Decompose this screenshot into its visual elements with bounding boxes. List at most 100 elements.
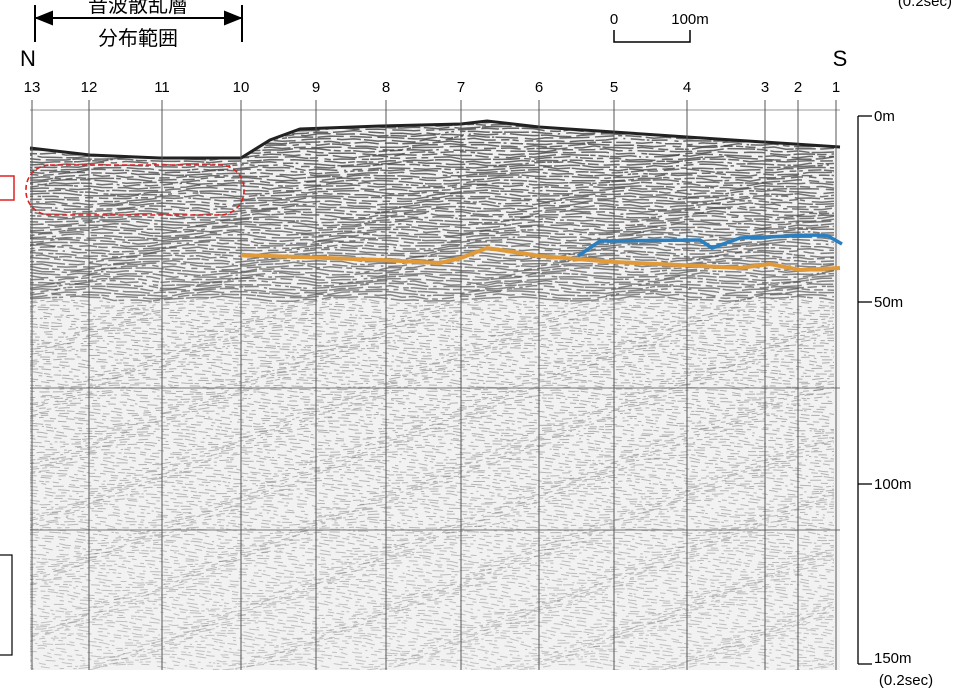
reflector xyxy=(30,525,835,535)
reflector xyxy=(30,574,835,584)
reflector xyxy=(30,636,835,648)
reflector xyxy=(30,240,835,248)
reflector xyxy=(30,652,834,663)
blue-horizon xyxy=(577,233,843,258)
reflector xyxy=(30,403,835,412)
scale-start: 0 xyxy=(610,11,618,28)
reflector xyxy=(30,266,835,274)
reflector xyxy=(30,610,835,622)
reflector xyxy=(30,375,835,384)
station-label: 7 xyxy=(457,79,465,96)
reflector xyxy=(30,171,835,177)
reflector xyxy=(30,181,835,188)
reflector xyxy=(30,420,835,428)
reflector xyxy=(30,233,835,240)
reflector xyxy=(30,572,835,582)
reflector xyxy=(30,388,835,397)
reflector xyxy=(30,424,835,433)
depth-label: 150m xyxy=(874,650,912,667)
reflector xyxy=(30,553,834,564)
reflector xyxy=(30,380,835,389)
reflector xyxy=(30,160,835,167)
reflector xyxy=(30,168,835,175)
reflector xyxy=(30,313,835,321)
reflector xyxy=(30,329,834,337)
reflector xyxy=(30,618,835,629)
reflector xyxy=(30,543,835,553)
reflector xyxy=(30,455,835,465)
reflector xyxy=(30,145,835,151)
reflector xyxy=(30,282,835,290)
reflector xyxy=(30,349,835,358)
reflector xyxy=(30,587,835,598)
reflector xyxy=(30,238,835,245)
reflector xyxy=(30,205,835,211)
reflector xyxy=(30,536,835,546)
reflector xyxy=(30,429,835,439)
reflector xyxy=(30,354,835,363)
reflector xyxy=(30,466,835,475)
station-label: 3 xyxy=(761,79,769,96)
reflector xyxy=(30,502,835,511)
reflector xyxy=(30,277,834,285)
reflector xyxy=(30,212,835,219)
reflector xyxy=(30,155,835,162)
reflector xyxy=(30,295,835,303)
reflector xyxy=(30,438,835,447)
reflector xyxy=(30,582,835,593)
reflector xyxy=(30,412,835,420)
reflector xyxy=(30,248,835,256)
reflector xyxy=(30,538,835,548)
reflector xyxy=(30,460,835,470)
reflector xyxy=(30,626,835,637)
reflector xyxy=(30,450,835,460)
depth-label: 0m xyxy=(874,108,895,125)
reflector xyxy=(30,577,835,588)
reflector xyxy=(30,468,835,478)
reflector xyxy=(30,409,835,418)
reflector xyxy=(30,303,835,311)
reflector xyxy=(30,370,835,378)
reflector xyxy=(30,541,835,551)
reflector xyxy=(30,318,835,326)
reflector xyxy=(30,401,835,410)
reflector xyxy=(30,613,835,624)
reflector xyxy=(30,386,835,394)
reflector xyxy=(30,530,835,540)
reflector xyxy=(30,481,835,491)
reflector xyxy=(30,334,835,342)
reflector xyxy=(30,184,835,190)
reflector xyxy=(30,191,835,198)
reflector xyxy=(30,202,835,209)
reflector xyxy=(30,271,835,279)
south-label: S xyxy=(833,46,848,71)
reflector xyxy=(30,121,835,125)
depth-label: 50m xyxy=(874,294,903,311)
north-label: N xyxy=(20,46,36,71)
reflector xyxy=(30,639,835,650)
reflector xyxy=(30,331,835,339)
reflector xyxy=(30,292,835,300)
reflector xyxy=(30,274,835,282)
reflector xyxy=(30,207,835,214)
reflector xyxy=(30,605,835,616)
reflector xyxy=(30,520,835,530)
reflector xyxy=(30,657,835,668)
reflector xyxy=(30,336,835,345)
reflector xyxy=(30,365,835,373)
reflector xyxy=(30,447,835,457)
reflector xyxy=(30,339,834,347)
scale-bar xyxy=(613,30,691,43)
reflector xyxy=(30,569,835,580)
reflector xyxy=(30,453,835,462)
reflector xyxy=(30,443,835,452)
reflector xyxy=(30,269,835,277)
reflector xyxy=(30,360,835,368)
reflector xyxy=(30,484,835,494)
reflector xyxy=(30,463,835,472)
reflector xyxy=(30,189,835,196)
reflector xyxy=(30,308,835,316)
reflector xyxy=(30,623,835,635)
reflector xyxy=(30,186,835,193)
reflector xyxy=(30,564,835,574)
